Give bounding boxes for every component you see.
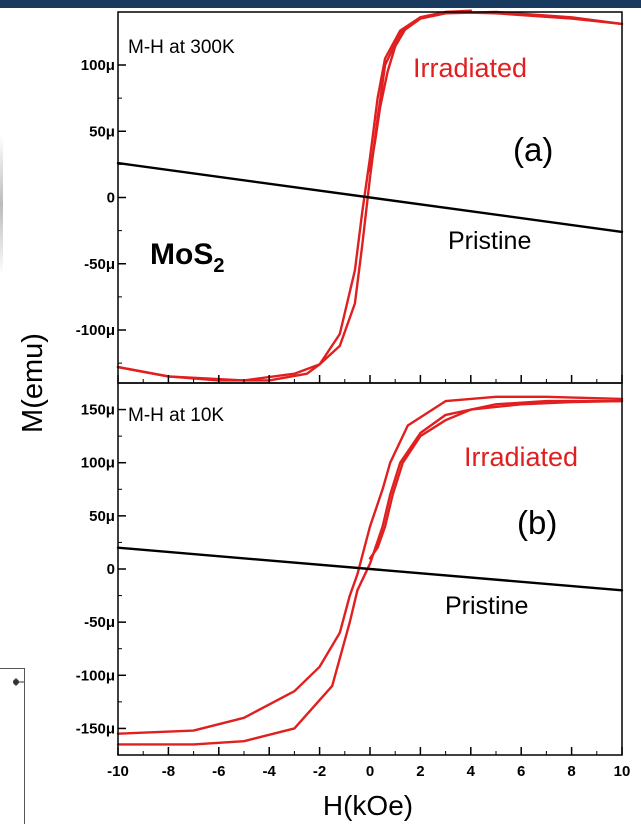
x-tick-label: 4: [467, 763, 476, 780]
panel-a-label: (a): [513, 131, 553, 168]
panel-a-series-label-pristine: Pristine: [448, 227, 531, 255]
panel-b-series-irradiated-2: [368, 399, 624, 560]
panel-b-label: (b): [517, 504, 557, 541]
panel-b-annotation: M-H at 10K: [128, 405, 224, 426]
x-tick-label: 0: [366, 763, 374, 780]
y-tick-label: -100μ: [76, 322, 115, 339]
y-tick-label: 100μ: [81, 57, 115, 74]
left-panel-fragment-border: [0, 135, 3, 275]
panel-a-annotation: M-H at 300K: [128, 37, 235, 58]
panel-a-series-irradiated-2: [368, 9, 472, 173]
x-tick-label: -10: [107, 763, 129, 780]
material-label-main: MoS: [150, 238, 213, 271]
panel-a-series-label-irradiated: Irradiated: [413, 53, 527, 83]
x-tick-label: -6: [212, 763, 225, 780]
top-banner-bar: [0, 0, 641, 8]
y-tick-label: 50μ: [89, 508, 115, 525]
panel-b-series-pristine-3: [116, 546, 624, 592]
y-tick-label: -50μ: [84, 256, 115, 273]
y-tick-label: 50μ: [89, 123, 115, 140]
left-panel-fragment-errorbar: [10, 676, 24, 690]
y-tick-label: -50μ: [84, 614, 115, 631]
x-axis-label: H(kOe): [323, 790, 413, 821]
panel-a-series-pristine-3: [116, 161, 624, 234]
panel-b-series-label-pristine: Pristine: [445, 592, 528, 620]
left-panel-fragment-box: [0, 668, 25, 824]
y-tick-label: -150μ: [76, 720, 115, 737]
x-tick-label: 8: [567, 763, 575, 780]
y-tick-label: 0: [107, 561, 115, 578]
x-tick-label: -2: [313, 763, 326, 780]
y-tick-label: 100μ: [81, 455, 115, 472]
y-tick-label: 150μ: [81, 402, 115, 419]
panel-a-series-irradiated-0: [116, 10, 624, 382]
material-label: MoS2: [150, 238, 224, 277]
y-tick-label: -100μ: [76, 667, 115, 684]
material-label-subscript: 2: [213, 255, 224, 277]
panel-b-series-irradiated-1: [116, 395, 624, 735]
y-axis-label: M(emu): [17, 333, 49, 433]
y-tick-label: 0: [107, 190, 115, 207]
x-tick-label: -8: [162, 763, 175, 780]
x-tick-label: 10: [614, 763, 631, 780]
x-tick-label: 6: [517, 763, 525, 780]
panel-a-series-irradiated-1: [116, 10, 624, 382]
x-tick-label: 2: [416, 763, 424, 780]
x-tick-label: -4: [263, 763, 277, 780]
panel-b-series-label-irradiated: Irradiated: [464, 442, 578, 472]
